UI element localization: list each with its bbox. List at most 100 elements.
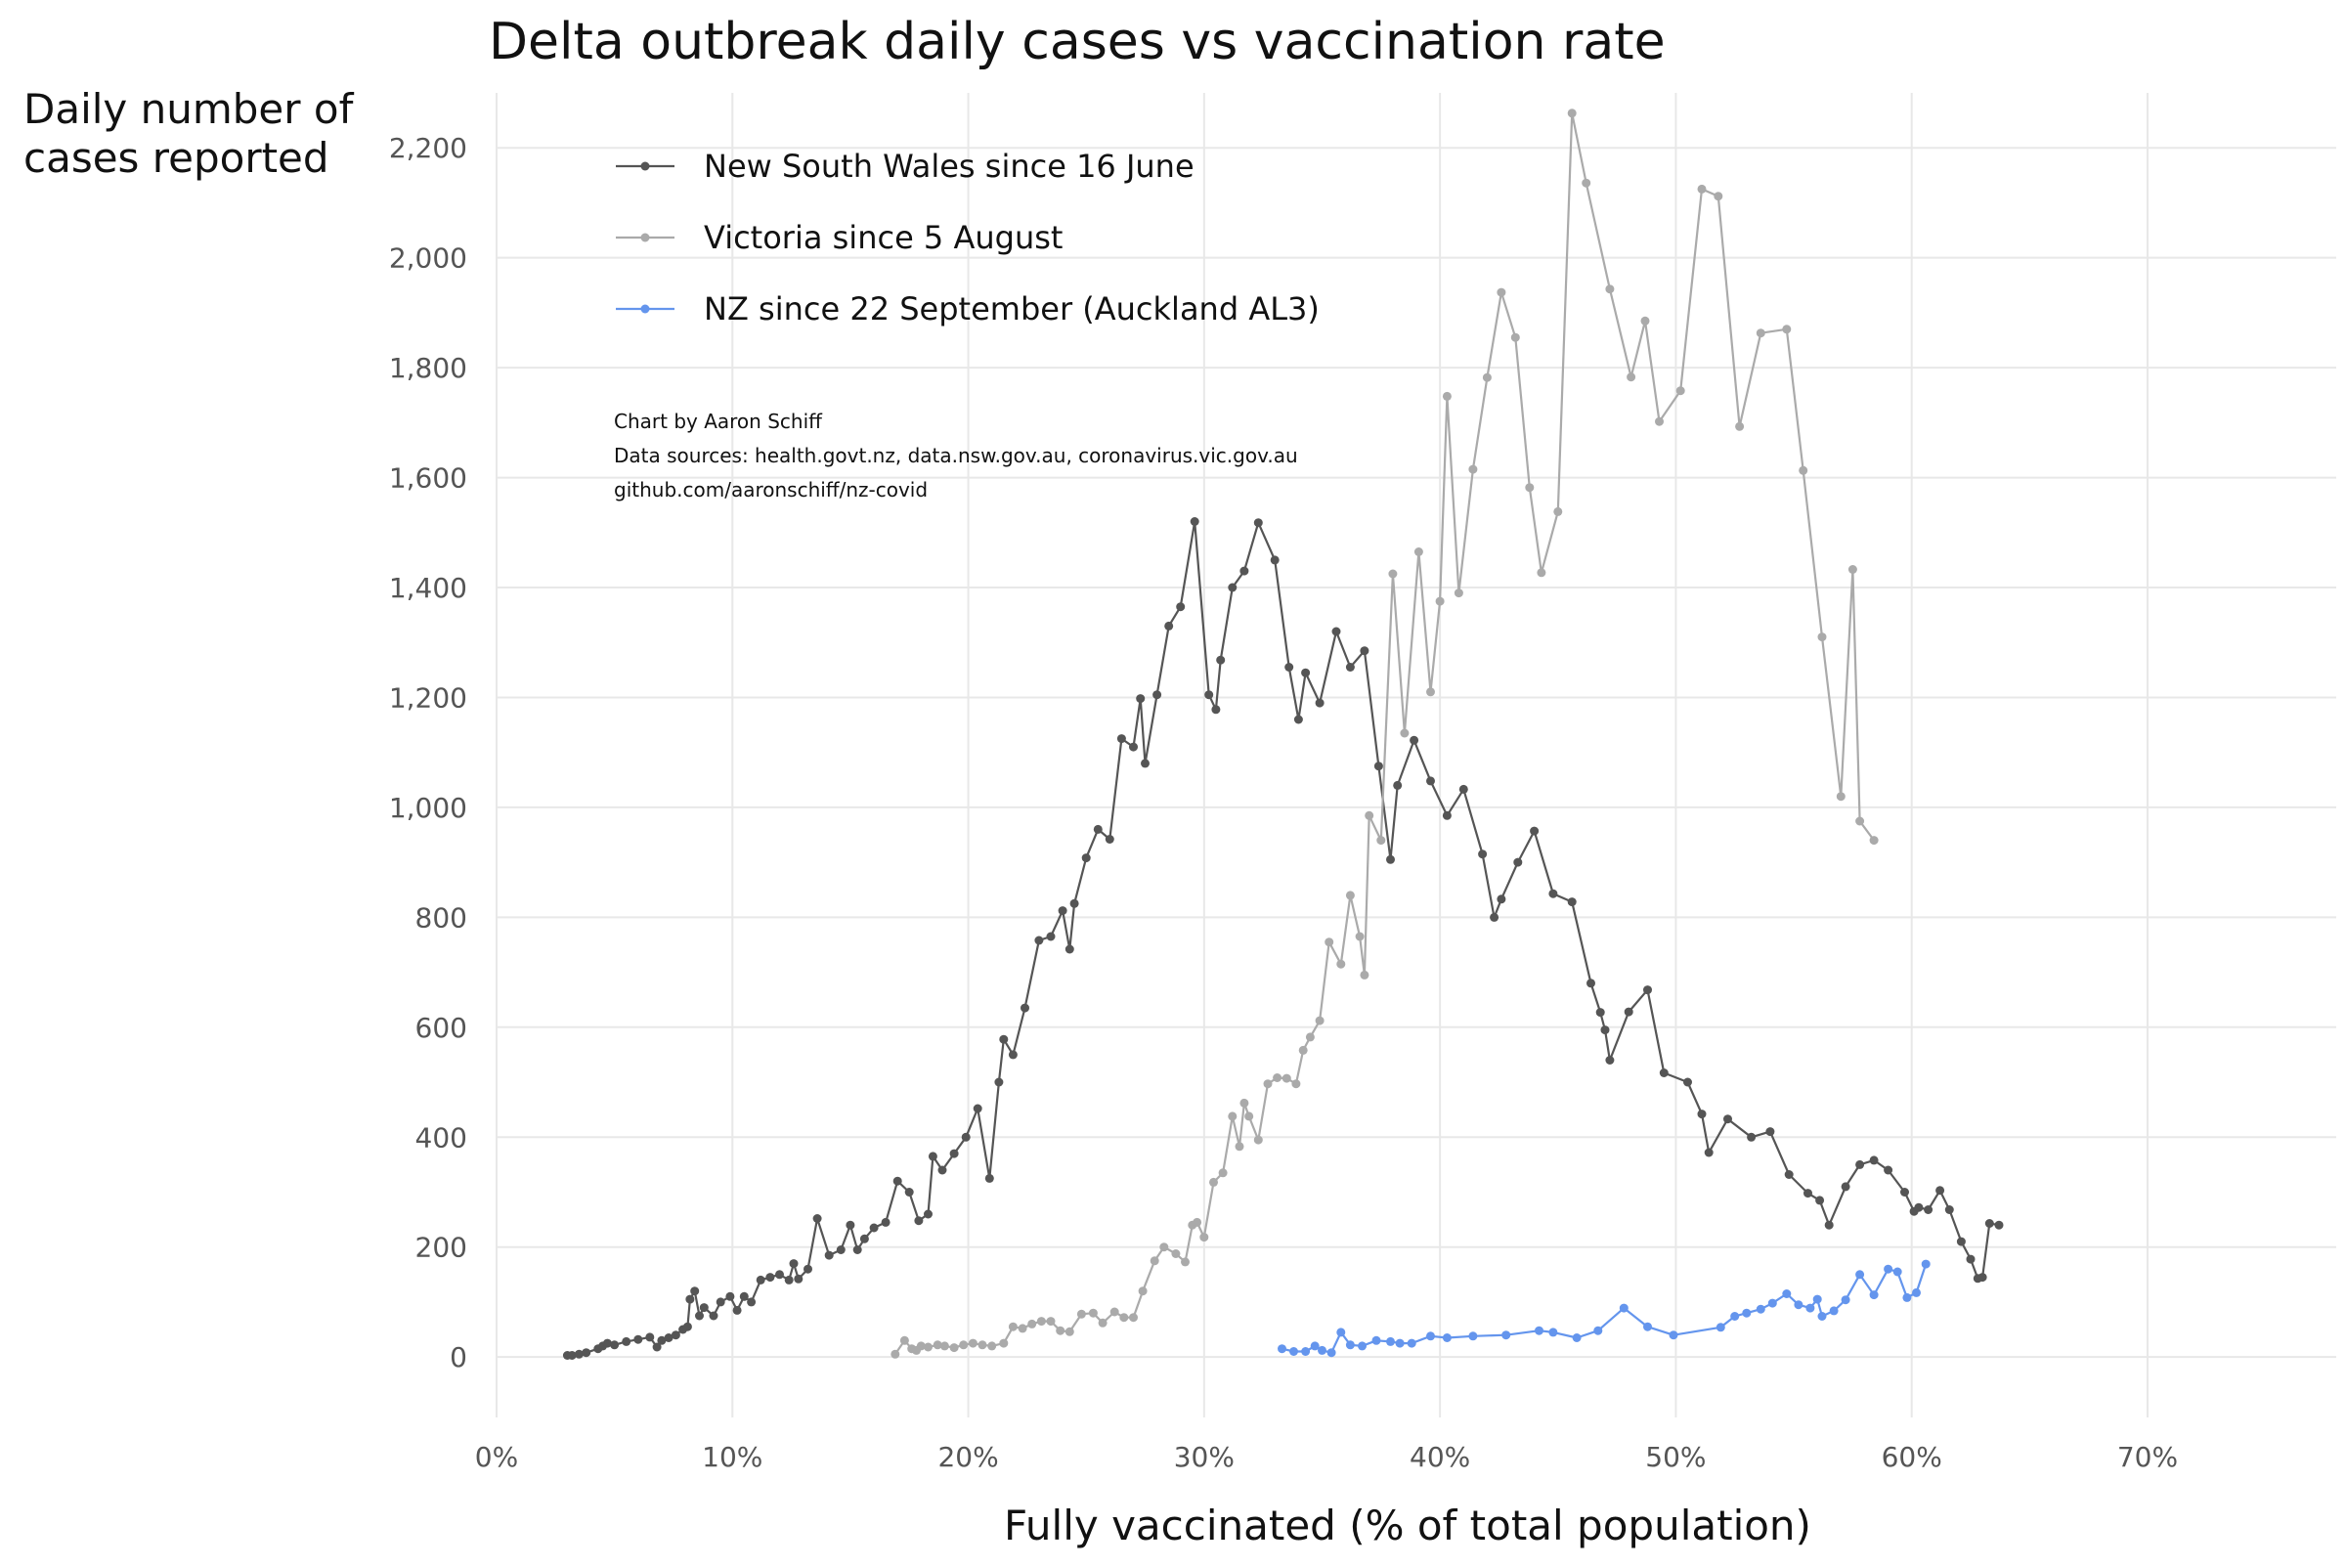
data-point — [1270, 555, 1280, 565]
data-point — [1129, 1313, 1138, 1323]
data-point — [1315, 1016, 1325, 1025]
data-point — [1365, 810, 1374, 820]
data-point — [747, 1297, 757, 1307]
data-point — [1767, 1298, 1777, 1308]
data-point — [1643, 985, 1652, 995]
data-point — [1553, 506, 1563, 516]
data-point — [1301, 1347, 1311, 1356]
legend-item: New South Wales since 16 June — [616, 148, 1195, 185]
data-point — [1782, 325, 1792, 334]
data-point — [1994, 1220, 2004, 1230]
y-tick-label: 1,400 — [389, 572, 467, 604]
data-point — [937, 1165, 947, 1175]
credit-line: Data sources: health.govt.nz, data.nsw.g… — [614, 444, 1298, 467]
data-point — [939, 1341, 949, 1351]
data-point — [949, 1149, 959, 1158]
data-point — [1704, 1148, 1714, 1157]
data-point — [1735, 421, 1745, 431]
data-point — [846, 1220, 855, 1230]
data-point — [1537, 568, 1546, 578]
data-point — [1912, 1287, 1921, 1297]
data-point — [1869, 836, 1879, 846]
data-point — [1458, 784, 1468, 794]
data-point — [789, 1259, 799, 1269]
series-1 — [891, 109, 1879, 1359]
data-point — [1841, 1182, 1850, 1192]
data-point — [1966, 1254, 1976, 1264]
data-point — [1027, 1319, 1037, 1328]
data-point — [1171, 1249, 1181, 1258]
data-point — [1902, 1292, 1912, 1302]
data-point — [1159, 1242, 1169, 1252]
data-point — [1468, 1331, 1478, 1341]
data-point — [1284, 663, 1294, 672]
data-point — [645, 1332, 655, 1342]
data-point — [1535, 1326, 1543, 1335]
data-point — [1228, 583, 1238, 592]
data-point — [1643, 1322, 1652, 1331]
data-point — [1209, 1177, 1218, 1187]
data-point — [968, 1338, 978, 1348]
data-point — [978, 1340, 987, 1350]
data-point — [1600, 1025, 1610, 1035]
data-point — [1756, 1304, 1765, 1314]
data-point — [1181, 1257, 1190, 1267]
data-point — [1289, 1347, 1298, 1356]
legend-swatch-point — [640, 304, 650, 314]
data-point — [1235, 1142, 1244, 1152]
data-point — [1386, 854, 1395, 864]
data-point — [1765, 1127, 1775, 1137]
data-point — [1331, 627, 1341, 636]
series-line — [893, 111, 1875, 1355]
data-point — [602, 1338, 612, 1348]
data-point — [1336, 959, 1346, 969]
data-point — [1376, 836, 1386, 846]
legend-label: NZ since 22 September (Auckland AL3) — [704, 290, 1320, 327]
data-point — [1884, 1264, 1893, 1274]
data-point — [1595, 1008, 1605, 1018]
data-point — [1468, 464, 1478, 474]
data-point — [1730, 1312, 1740, 1321]
data-point — [1141, 759, 1150, 768]
data-point — [1442, 391, 1452, 401]
data-point — [1697, 184, 1707, 194]
data-point — [1410, 735, 1419, 745]
y-tick-label: 800 — [415, 901, 467, 934]
data-point — [1567, 897, 1577, 907]
series-0 — [562, 517, 2004, 1360]
y-axis-title-line2: cases reported — [23, 134, 329, 182]
data-point — [1435, 596, 1445, 606]
data-point — [1098, 1318, 1108, 1328]
data-point — [1513, 857, 1523, 867]
data-point — [1315, 698, 1325, 708]
data-point — [1228, 1111, 1238, 1121]
y-tick-label: 0 — [450, 1341, 467, 1373]
data-point — [1921, 1259, 1931, 1269]
data-point — [739, 1291, 749, 1301]
data-point — [699, 1303, 709, 1313]
axis-ticks: 0% 10% 20% 30% 40% 50% 60% 70% 0 200 400 600 800 1,00… — [389, 132, 2178, 1473]
data-point — [1655, 416, 1664, 426]
data-point — [1605, 284, 1615, 294]
data-point — [999, 1034, 1009, 1044]
credit-line: github.com/aaronschiff/nz-covid — [614, 478, 928, 501]
data-point — [1426, 1331, 1435, 1341]
data-point — [1497, 894, 1506, 904]
data-point — [1742, 1308, 1752, 1318]
x-tick-label: 60% — [1882, 1441, 1942, 1473]
data-point — [1076, 1309, 1086, 1319]
data-point — [610, 1340, 620, 1350]
data-point — [804, 1264, 812, 1274]
data-point — [775, 1270, 784, 1280]
data-point — [1216, 655, 1226, 665]
data-point — [1935, 1186, 1945, 1196]
data-point — [984, 1173, 994, 1183]
data-point — [1815, 1196, 1825, 1205]
data-point — [1388, 569, 1398, 579]
data-point — [824, 1250, 834, 1260]
data-point — [1021, 1003, 1029, 1013]
credit-line: Chart by Aaron Schiff — [614, 410, 823, 433]
data-point — [582, 1348, 591, 1358]
y-tick-label: 1,200 — [389, 681, 467, 714]
data-point — [1253, 518, 1263, 528]
